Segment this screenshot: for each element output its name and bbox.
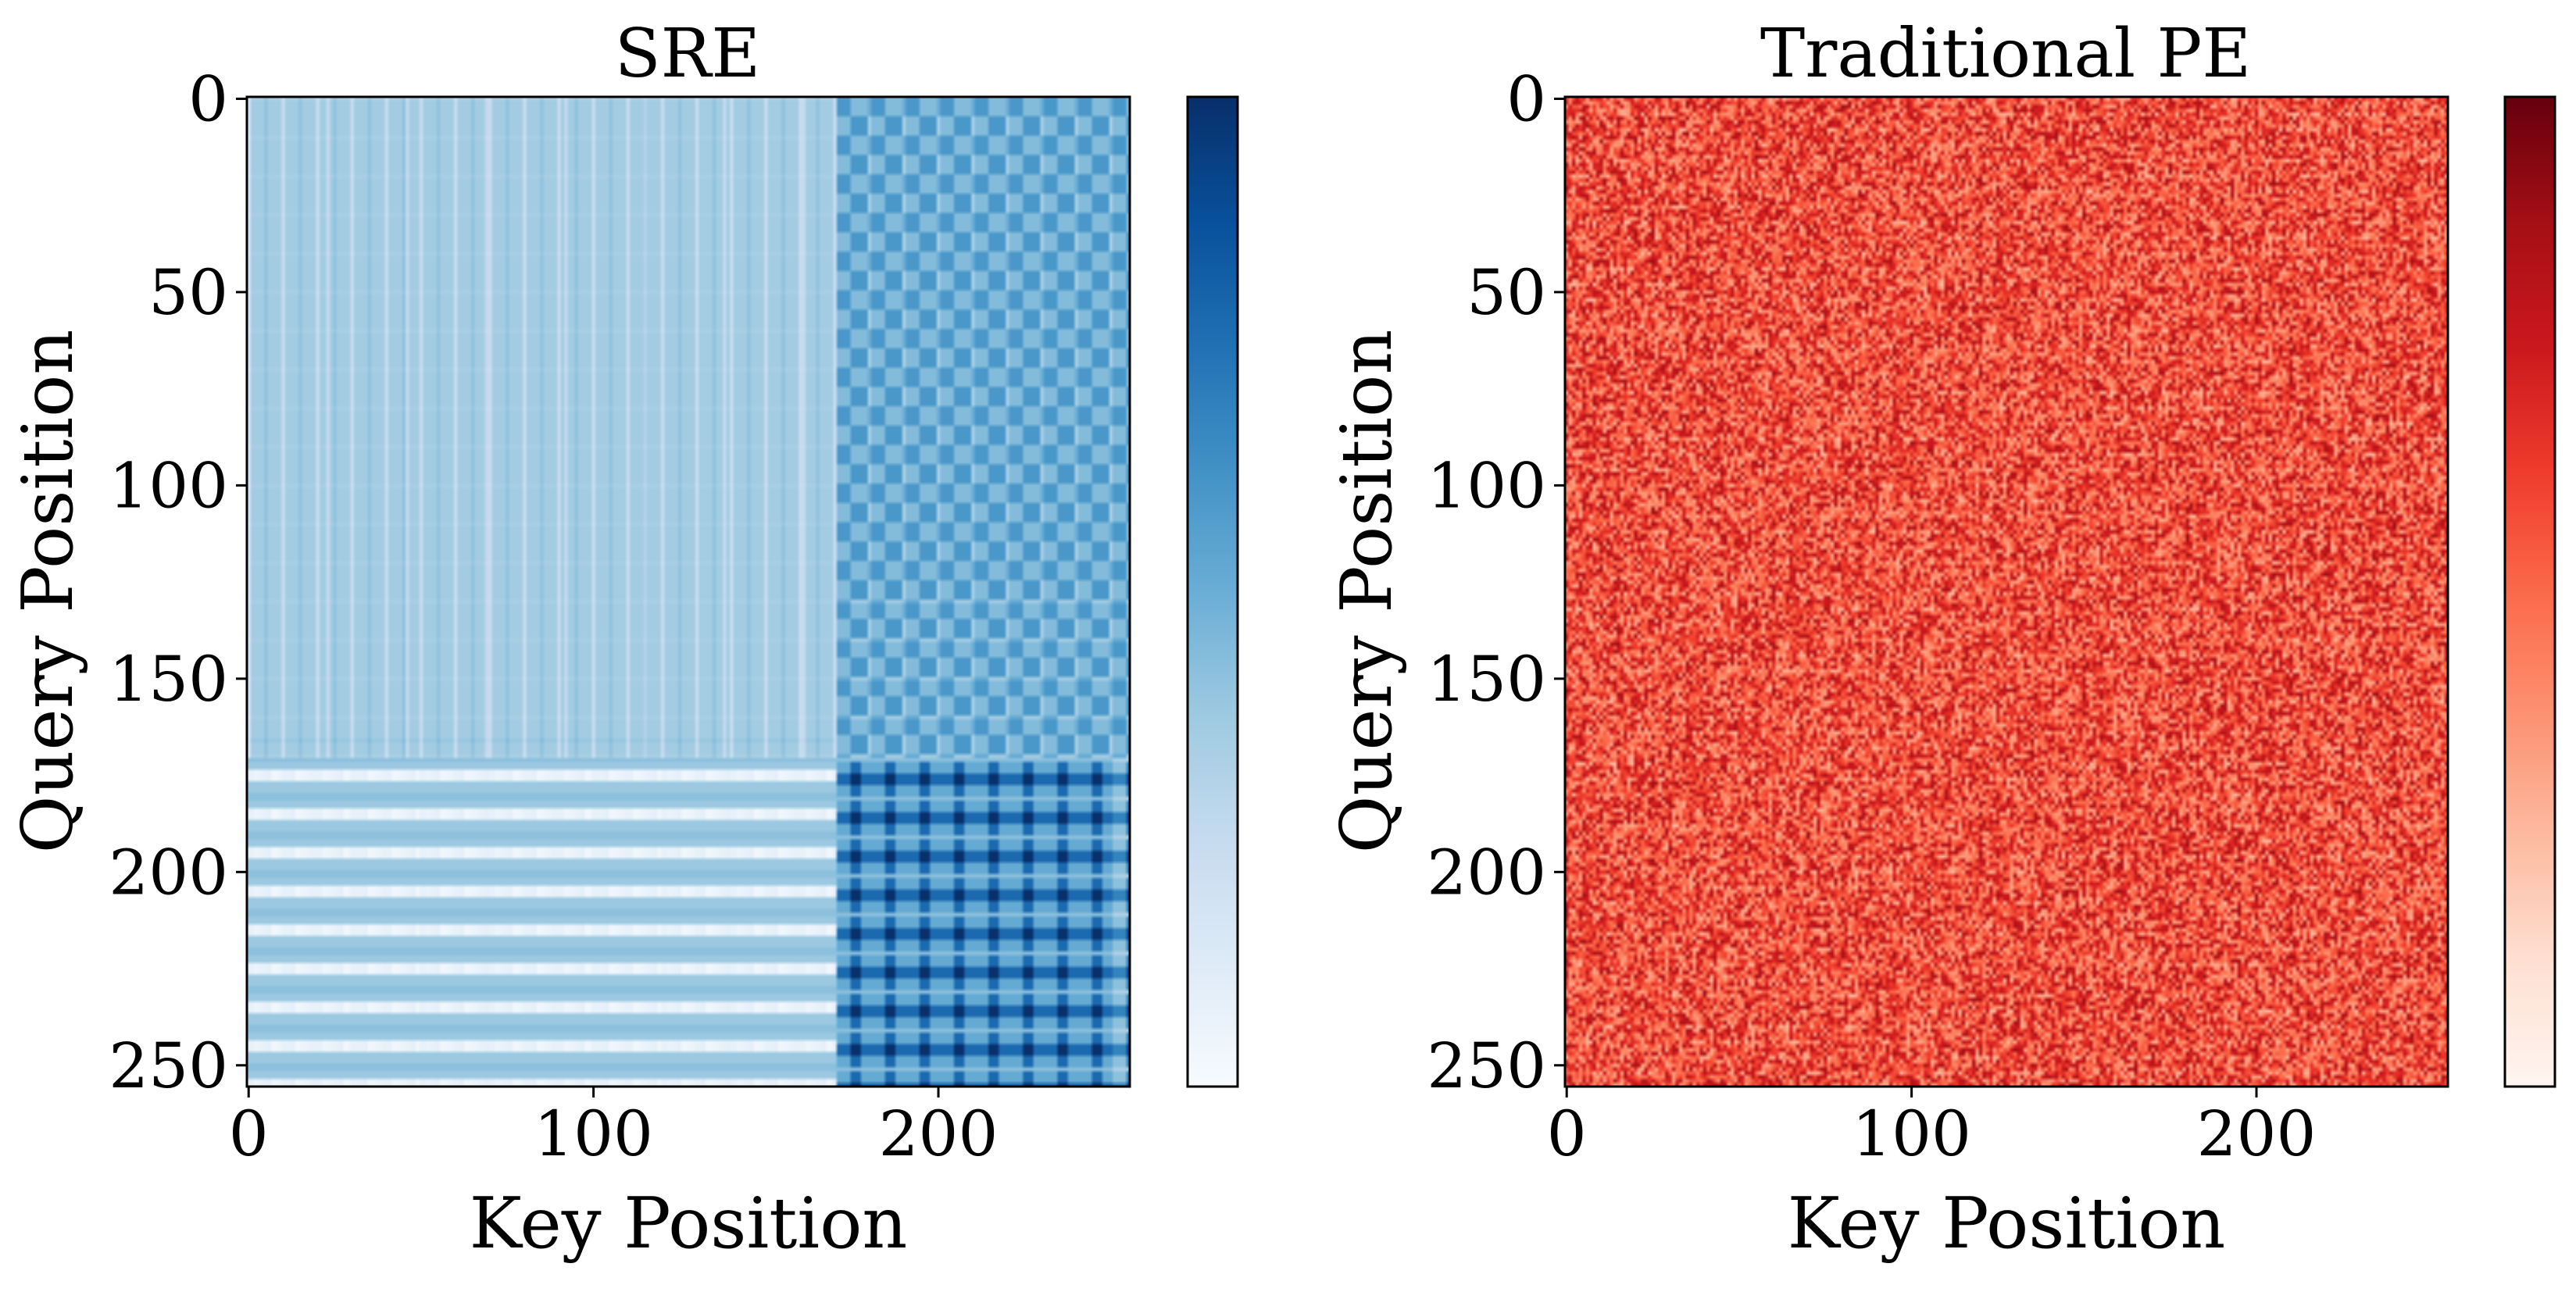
sre-y-tick-label: 100 [109, 449, 228, 522]
traditional-pe-y-tick-label: 250 [1427, 1030, 1546, 1102]
traditional-pe-y-tick-label: 150 [1427, 643, 1546, 716]
traditional-pe-colorbar [2505, 97, 2555, 1087]
traditional-pe-y-tick-label: 100 [1427, 449, 1546, 522]
traditional-pe-y-tick-label: 50 [1467, 256, 1546, 329]
sre-x-axis-label: Key Position [470, 1183, 908, 1265]
traditional-pe-y-axis-label: Query Position [1326, 330, 1408, 854]
sre-x-tick-label: 100 [534, 1097, 653, 1170]
sre-y-tick-label: 0 [188, 62, 228, 135]
sre-plot-frame [245, 95, 1131, 1088]
sre-colorbar [1188, 97, 1238, 1087]
traditional-pe-x-ticks: 0 100 200 [1547, 1087, 2317, 1170]
traditional-pe-y-ticks: 0 50 100 150 200 250 [1427, 62, 1565, 1102]
sre-title: SRE [615, 15, 760, 93]
sre-y-ticks: 0 50 100 150 200 250 [109, 62, 247, 1102]
sre-y-tick-label: 200 [109, 836, 228, 908]
sre-x-tick-label: 0 [229, 1097, 269, 1170]
traditional-pe-y-tick-label: 0 [1506, 62, 1546, 135]
sre-x-tick-label: 200 [879, 1097, 999, 1170]
sre-y-tick-label: 250 [109, 1030, 228, 1102]
traditional-pe-title: Traditional PE [1760, 15, 2251, 93]
sre-colorbar-frame [1186, 95, 1239, 1088]
sre-y-tick-label: 150 [109, 643, 228, 716]
traditional-pe-panel: Traditional PE 0 100 200 0 50 100 150 200 250 K… [1326, 15, 2556, 1265]
traditional-pe-y-tick-label: 200 [1427, 836, 1546, 908]
traditional-pe-x-tick-label: 200 [2197, 1097, 2317, 1170]
traditional-pe-x-axis-label: Key Position [1788, 1183, 2226, 1265]
sre-y-axis-label: Query Position [7, 330, 89, 854]
sre-panel: SRE 0 100 200 0 50 100 150 200 250 Key Position… [7, 15, 1239, 1265]
traditional-pe-x-tick-label: 100 [1852, 1097, 1971, 1170]
traditional-pe-plot-frame [1563, 95, 2449, 1088]
sre-y-tick-label: 50 [148, 256, 228, 329]
sre-x-ticks: 0 100 200 [229, 1087, 999, 1170]
traditional-pe-heatmap [1565, 97, 2448, 1087]
traditional-pe-colorbar-frame [2503, 95, 2556, 1088]
sre-heatmap [247, 97, 1130, 1087]
traditional-pe-x-tick-label: 0 [1547, 1097, 1587, 1170]
